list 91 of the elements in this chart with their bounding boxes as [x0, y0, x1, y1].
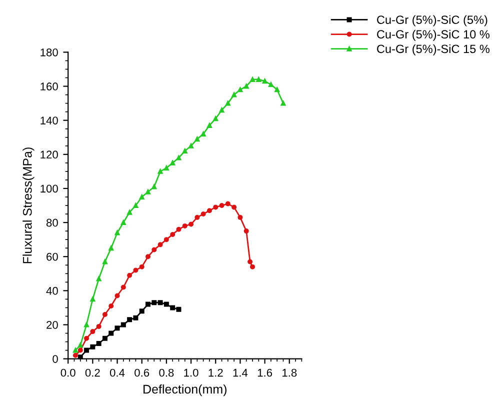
point	[164, 302, 169, 307]
point	[96, 276, 102, 282]
legend-label: Cu-Gr (5%)-SiC 15 %	[377, 44, 490, 56]
point	[96, 340, 102, 346]
y-tick-label: 80	[46, 218, 58, 227]
point	[127, 210, 132, 215]
point	[108, 330, 114, 336]
point	[158, 168, 163, 174]
point	[84, 348, 90, 353]
x-axis-title: Deflection(mm)	[144, 384, 226, 396]
point	[152, 247, 157, 252]
point	[194, 214, 200, 220]
x-tick-label: 0.8	[159, 368, 174, 377]
point	[78, 354, 83, 359]
x-tick-label: 1.4	[233, 368, 248, 377]
point	[176, 155, 182, 160]
x-tick-label: 0.2	[85, 368, 100, 377]
point	[213, 204, 218, 210]
x-tick-label: 1.8	[282, 368, 297, 377]
point	[248, 259, 253, 264]
point	[182, 223, 188, 228]
point	[114, 230, 120, 236]
y-tick-label: 20	[46, 321, 58, 329]
point	[200, 212, 206, 217]
point	[170, 305, 176, 310]
y-axis-title: Fluxural Stress(MPa)	[22, 148, 34, 264]
point	[120, 322, 126, 328]
point	[225, 100, 230, 106]
y-tick-label: 140	[40, 116, 58, 124]
point	[280, 100, 286, 106]
point	[139, 308, 144, 314]
point	[96, 324, 102, 329]
point	[90, 329, 96, 334]
point	[84, 336, 90, 341]
point	[72, 352, 78, 358]
point	[152, 300, 157, 306]
y-tick-label: 180	[40, 48, 58, 56]
point	[114, 293, 120, 298]
point	[127, 317, 132, 322]
point	[244, 84, 249, 89]
y-tick-label: 60	[46, 252, 58, 261]
point	[139, 194, 144, 200]
point	[164, 237, 169, 242]
point	[158, 242, 163, 248]
x-tick-label: 0.6	[134, 368, 150, 377]
point	[127, 272, 132, 278]
x-tick-label: 0.0	[60, 368, 76, 377]
x-tick-label: 0.4	[110, 368, 125, 377]
point	[146, 254, 150, 260]
point	[133, 268, 138, 273]
y-tick-label: 120	[40, 150, 58, 159]
point	[206, 122, 212, 128]
point	[84, 322, 90, 328]
point	[108, 304, 114, 308]
point	[250, 76, 256, 82]
point	[200, 131, 206, 136]
point	[133, 315, 138, 320]
point	[182, 148, 188, 154]
point	[232, 204, 237, 210]
x-tick-label: 1.0	[184, 368, 198, 377]
y-tick-label: 160	[40, 82, 58, 90]
point	[146, 189, 150, 194]
point	[188, 143, 194, 148]
legend-label: Cu-Gr (5%)-SiC 10 %	[377, 30, 490, 41]
point	[102, 336, 108, 341]
y-tick-label: 0	[52, 355, 58, 363]
y-tick-label: 100	[40, 184, 58, 193]
point	[146, 302, 150, 307]
point	[206, 208, 212, 214]
point	[238, 214, 243, 220]
point	[188, 222, 194, 227]
point	[139, 264, 144, 270]
point	[102, 312, 108, 318]
point	[114, 326, 120, 331]
point	[90, 344, 96, 350]
point	[158, 300, 163, 306]
point	[170, 160, 176, 166]
point	[219, 203, 224, 208]
point	[176, 306, 182, 312]
x-tick-label: 1.2	[208, 368, 223, 377]
y-tick-label: 40	[46, 286, 58, 295]
point	[170, 232, 176, 237]
point	[250, 264, 256, 270]
point	[225, 201, 230, 206]
point	[120, 284, 126, 290]
point	[244, 228, 249, 234]
legend-label: Cu-Gr (5%)-SiC (5%)	[377, 15, 488, 26]
point	[256, 76, 262, 82]
point	[176, 226, 182, 232]
point	[78, 348, 83, 353]
x-tick-label: 1.6	[258, 368, 272, 377]
